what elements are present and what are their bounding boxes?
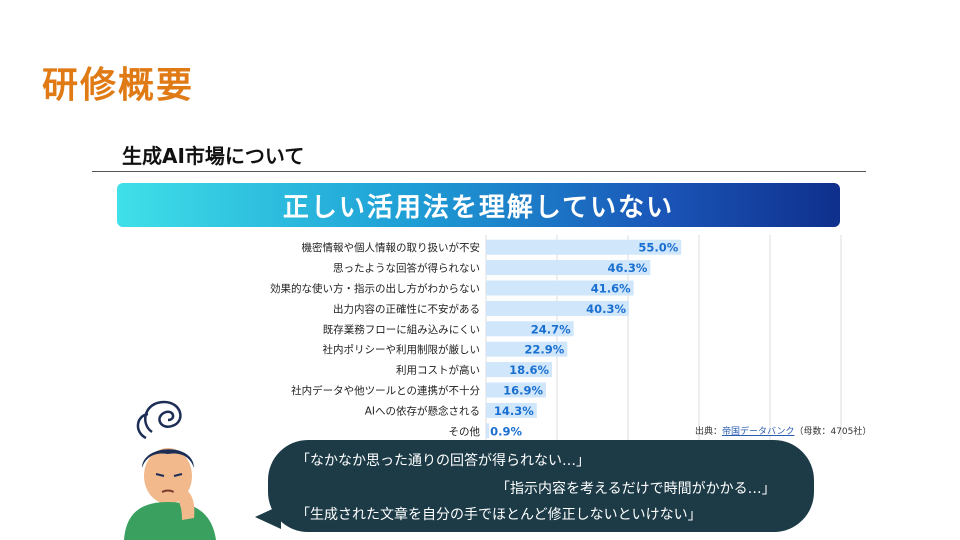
bar <box>486 402 537 418</box>
source-prefix: 出典： <box>695 427 723 437</box>
thinking-person-illustration <box>124 400 216 540</box>
source-link[interactable]: 帝国データバンク <box>722 427 795 437</box>
bar <box>486 260 651 276</box>
data-label: 16.9% <box>503 384 543 398</box>
banner: 正しい活用法を理解していない <box>117 183 840 227</box>
category-label: AIへの依存が懸念される <box>365 404 480 417</box>
category-label: 社内データや他ツールとの連携が不十分 <box>291 384 480 397</box>
category-label: 利用コストが高い <box>396 364 480 377</box>
divider <box>92 171 866 172</box>
bar <box>486 423 490 439</box>
source-note: 出典：帝国データバンク（母数：4705社） <box>695 424 871 437</box>
category-label: 社内ポリシーや利用制限が厳しい <box>323 343 481 356</box>
bar <box>486 239 682 255</box>
data-label: 55.0% <box>638 241 678 255</box>
data-label: 40.3% <box>586 302 626 316</box>
data-label: 24.7% <box>531 322 571 336</box>
confusion-scribble-icon <box>136 400 182 440</box>
speech-bubble <box>268 440 814 532</box>
bar <box>486 280 634 296</box>
category-label: 思ったような回答が得られない <box>333 262 480 275</box>
source-suffix: （母数：4705社） <box>794 427 872 437</box>
category-label: 効果的な使い方・指示の出し方がわからない <box>270 282 480 295</box>
bar <box>486 362 553 378</box>
data-label: 41.6% <box>591 282 631 296</box>
category-label: その他 <box>449 425 481 438</box>
section-title: 生成AI市場について <box>122 144 305 168</box>
quote-line-1: 「なかなか思った通りの回答が得られない…」 <box>296 453 590 469</box>
category-label: 出力内容の正確性に不安がある <box>333 302 480 315</box>
page-title: 研修概要 <box>42 65 195 106</box>
data-label: 18.6% <box>509 363 549 377</box>
category-label: 既存業務フローに組み込みにくい <box>323 323 480 336</box>
quote-line-3: 「生成された文章を自分の手でほとんど修正しないといけない」 <box>296 507 702 523</box>
bar-chart: 機密情報や個人情報の取り扱いが不安 55.0% 思ったような回答が得られない 46.3… <box>270 235 842 440</box>
bar <box>486 300 630 316</box>
quote-line-2: 「指示内容を考えるだけで時間がかかる…」 <box>496 481 776 497</box>
data-label: 14.3% <box>494 404 534 418</box>
category-label: 機密情報や個人情報の取り扱いが不安 <box>302 241 481 254</box>
data-label: 0.9% <box>490 424 522 438</box>
bar <box>486 341 568 357</box>
bar <box>486 321 574 337</box>
bar <box>486 382 546 398</box>
data-label: 46.3% <box>607 261 647 275</box>
banner-text: 正しい活用法を理解していない <box>282 192 675 223</box>
data-label: 22.9% <box>524 343 564 357</box>
